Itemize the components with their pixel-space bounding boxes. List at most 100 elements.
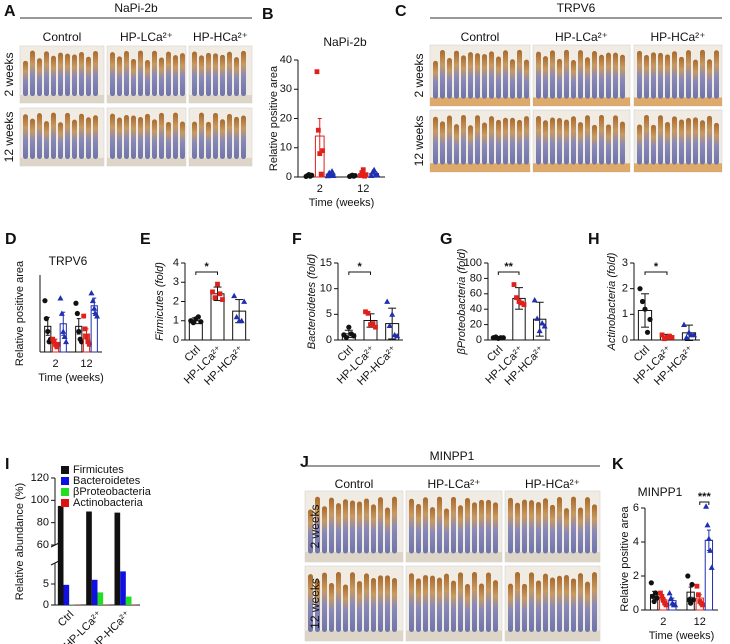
data-point — [384, 298, 391, 304]
data-point — [314, 69, 320, 75]
villus — [227, 51, 232, 97]
villus — [465, 584, 470, 632]
column-header: HP-HCa²⁺ — [193, 30, 248, 44]
villus — [686, 50, 691, 99]
bar — [114, 512, 121, 605]
y-axis-label: Relative positive area — [268, 65, 280, 171]
data-point — [343, 334, 349, 341]
villus — [437, 577, 442, 632]
data-point — [53, 341, 58, 347]
data-point — [210, 289, 215, 295]
data-point — [521, 302, 527, 307]
x-tick-label: Ctrl — [56, 609, 77, 630]
data-point — [233, 313, 240, 320]
data-point — [54, 344, 60, 350]
x-tick-label: 2 — [317, 183, 323, 195]
micrograph-base — [107, 95, 186, 103]
y-tick-label: 10 — [320, 283, 332, 295]
villus — [131, 58, 136, 97]
data-point — [81, 313, 87, 319]
data-point — [315, 127, 321, 133]
column-header: Control — [461, 30, 500, 44]
villus — [620, 54, 625, 99]
villus — [416, 503, 421, 554]
villus — [578, 507, 583, 554]
villus — [571, 578, 576, 632]
data-point — [690, 597, 697, 603]
panel-letter: F — [292, 231, 302, 248]
data-point — [198, 319, 204, 325]
panel-letter: G — [440, 231, 452, 248]
data-point — [63, 338, 70, 345]
data-point — [662, 336, 667, 342]
data-point — [50, 336, 56, 342]
villus — [578, 50, 583, 99]
villus — [503, 50, 508, 99]
villus — [543, 56, 548, 99]
panel-letter: C — [395, 3, 407, 20]
micrograph-base — [305, 630, 403, 641]
y-tick-label: 20 — [470, 319, 482, 331]
villus — [700, 49, 705, 99]
villus — [536, 51, 541, 99]
x-axis-label: Time (weeks) — [38, 372, 104, 384]
bar — [63, 584, 70, 605]
villus — [658, 52, 663, 99]
data-point — [647, 316, 653, 323]
villus — [543, 120, 548, 165]
y-tick-label: 1 — [173, 315, 179, 327]
data-point — [73, 300, 79, 306]
panel-letter: D — [5, 231, 17, 248]
villus — [444, 508, 449, 554]
villus — [564, 574, 569, 632]
data-point — [84, 334, 89, 339]
villus — [44, 51, 49, 97]
significance-label: * — [358, 261, 363, 273]
villus — [585, 115, 590, 165]
villus — [543, 498, 548, 554]
data-point — [317, 151, 323, 156]
villus — [465, 498, 470, 554]
villus — [557, 58, 562, 99]
y-tick-label: 0 — [622, 334, 628, 346]
row-label: 2 weeks — [308, 504, 322, 548]
villus — [571, 60, 576, 99]
villus — [479, 583, 484, 632]
villus — [37, 113, 42, 160]
data-point — [190, 320, 196, 326]
villus — [234, 57, 239, 97]
data-point — [658, 590, 663, 596]
villus — [65, 53, 70, 97]
y-axis-label: Actinobacteria (fold) — [606, 252, 618, 351]
data-point — [91, 305, 98, 311]
villus — [378, 497, 383, 554]
data-point — [516, 299, 522, 304]
bar — [91, 579, 98, 605]
villus — [322, 506, 327, 554]
column-header: Control — [335, 477, 374, 491]
y-tick-label: 10 — [280, 142, 292, 154]
villus — [693, 59, 698, 99]
data-point — [45, 328, 51, 335]
villus — [489, 51, 494, 99]
villus — [145, 113, 150, 160]
significance-bracket — [497, 271, 520, 275]
villus — [364, 573, 369, 632]
villus — [430, 575, 435, 632]
villus — [44, 121, 49, 160]
data-point — [681, 321, 687, 327]
y-tick-label: 100 — [464, 257, 482, 269]
x-tick-label: 12 — [80, 358, 92, 370]
legend-swatch — [61, 488, 69, 496]
villus — [220, 119, 225, 160]
significance-label: * — [205, 261, 210, 273]
villus — [343, 499, 348, 554]
y-tick-label: 100 — [31, 494, 49, 506]
micrograph-base — [430, 163, 530, 172]
villus — [51, 112, 56, 160]
y-tick-label: 1 — [622, 308, 628, 320]
villus — [206, 121, 211, 160]
data-point — [708, 564, 715, 570]
villus — [592, 572, 597, 632]
data-point — [220, 297, 225, 302]
